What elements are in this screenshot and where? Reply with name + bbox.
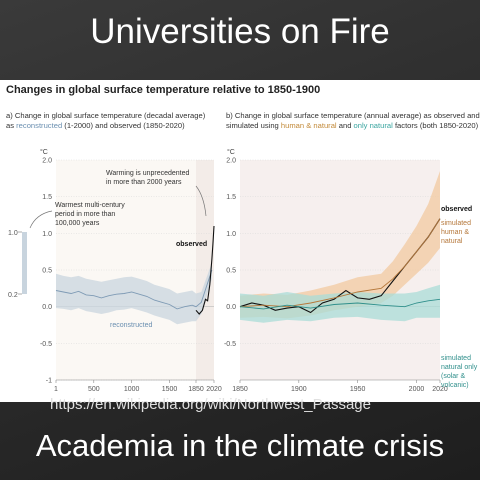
annotation-warmest-arrow [29,210,53,229]
panel-b-label-sim-nat-2: natural only [441,364,478,371]
panel-b-caption-and: and [467,111,480,120]
panel-b-y-tick-label: 0.0 [226,304,236,311]
panel-a-y-tick-label: 2.0 [42,158,52,165]
panel-a-x-tick-label: 1000 [124,386,140,393]
figure-title: Changes in global surface temperature re… [6,84,321,96]
panel-b-unit: °C [227,148,235,156]
panel-b-label-sim-hn-2: human & [441,229,469,236]
panel-b-caption: b) Change in global surface temperature … [226,111,480,131]
figure-panel: Changes in global surface temperature re… [0,80,480,402]
panel-b-x-tick-label: 1850 [232,386,248,393]
slide-title: Universities on Fire [90,12,390,51]
panel-a-caption-as: as [6,121,15,130]
panel-a-band-reconstructed-0 [56,262,212,325]
annotation-warmest-line2: period in more than [55,211,115,218]
panel-b-caption-nat: only natural [353,121,393,130]
panel-a-x-tick-label: 1 [54,386,58,393]
panel-b-y-tick-label: 1.5 [226,194,236,201]
panel-a-bands [56,262,212,325]
panel-a-side-label-bottom: 0.2 [8,292,18,299]
panel-b-line-simulated-2 [239,298,441,310]
panel-b-label-sim-hn-3: natural [441,238,463,245]
annotation-warmest-line3: 100,000 years [55,220,100,227]
panel-a-side-bar [22,232,27,294]
panel-a-x-tick-label: 1500 [162,386,178,393]
annotation-warming-line1: Warming is unprecedented [106,170,190,177]
panel-a-line-observed-1 [195,225,215,315]
panel-b-caption-observed: observed [433,111,465,120]
panel-b-ticks: 2.0 1.5 1.0 0.5 0.0 -0.5 1850 1900 1950 2000 2020 [224,158,448,394]
panel-a-side-label-top: 1.0 [8,230,18,237]
panel-b-caption-end: factors (both 1850-2020) [394,121,479,130]
annotation-warming-arrow [195,185,207,217]
panel-a-highlight [196,160,214,380]
chart-svg: 1.0 0.2 °C °C 2.01.51.00.50.0-0.5-11 500 1… [8,148,478,394]
panel-b-label-sim-nat-3: (solar & [441,373,465,380]
slide-url[interactable]: https://en.wikipedia.org/wiki/Northwest_… [50,396,371,413]
panel-b-x-tick-label: 1900 [291,386,307,393]
panel-a-label-observed: observed [176,241,207,248]
panel-a-lines [55,225,215,315]
slide-footer: Academia in the climate crisis [35,428,445,463]
panel-a-ticks: 2.01.51.00.50.0-0.5-11 500 1000 1500 1850 202… [40,158,222,394]
panel-a-y-tick-label: -0.5 [40,341,52,348]
panel-b-lines [239,218,441,314]
panel-a-x-tick-label: 1850 [188,386,204,393]
panel-a-caption-reconstructed: reconstructed [16,121,63,130]
panel-b-y-tick-label: 0.5 [226,268,236,275]
panel-b-line-simulated-1 [239,218,441,308]
panel-b-label-observed: observed [441,206,472,213]
panel-a-x-tick-label: 500 [88,386,100,393]
panel-a-caption-end: (1850-2020) [143,121,185,130]
panel-b-caption-simulated: simulated using [226,121,279,130]
panel-b-y-tick-label: 1.0 [226,231,236,238]
panel-b-label-sim-nat-4: volcanic) [441,382,469,389]
panel-a-caption-observed: observed [109,121,142,130]
panel-b-label-sim-hn-1: simulated [441,220,471,227]
annotation-warmest-line1: Warmest multi-century [55,202,125,209]
panel-a-y-tick-label: 0.0 [42,304,52,311]
panel-b-y-tick-label: -0.5 [224,341,236,348]
panel-a-y-tick-label: 1.5 [42,194,52,201]
panel-a-x-tick-label: 2020 [206,386,222,393]
panel-a-caption: a) Change in global surface temperature … [6,111,205,131]
annotation-warming-line2: in more than 2000 years [106,179,182,186]
panel-b-y-tick-label: 2.0 [226,158,236,165]
panel-b-caption-hn: human & natural [280,121,337,130]
panel-a-y-tick-label: 1.0 [42,231,52,238]
panel-b-caption-prefix: b) Change in global surface temperature … [226,111,432,120]
panel-a-line-reconstructed-0 [55,269,213,310]
panel-a-caption-prefix: a) Change in global surface temperature … [6,111,206,120]
panel-a-y-tick-label: 0.5 [42,268,52,275]
panel-b-x-tick-label: 2020 [432,386,448,393]
panel-a-label-reconstructed: reconstructed [110,322,153,329]
panel-a-caption-middle: (1-2000) and [64,121,108,130]
panel-b-caption-and2: and [338,121,352,130]
panel-b-x-tick-label: 2000 [409,386,425,393]
panel-a-unit: °C [40,148,48,156]
panel-a-y-tick-label: -1 [46,378,52,385]
panel-b-label-sim-nat-1: simulated [441,355,471,362]
panel-b-x-tick-label: 1950 [350,386,366,393]
panel-a-plot-bg [56,160,214,380]
